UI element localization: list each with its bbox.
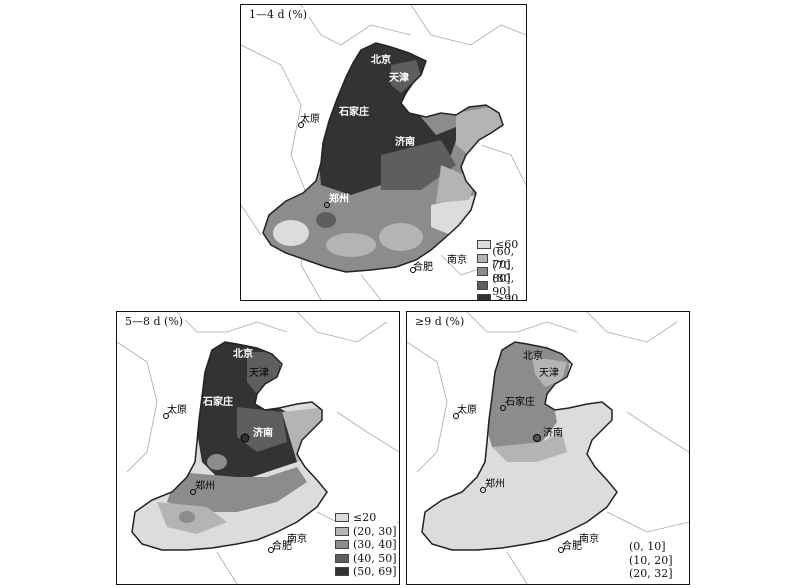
city-shijiazhuang: 石家庄 — [202, 395, 233, 408]
legend-item: (70, 80] — [477, 259, 526, 285]
legend-item: (20, 30] — [335, 525, 397, 539]
city-zhengzhou: 郑州 — [329, 192, 349, 205]
legend-item: (40, 50] — [335, 552, 397, 566]
map-panel-5-8d: 北京 天津 石家庄 太原 济南 郑州 南京 合肥 5—8 d (%) ≤20 (… — [116, 311, 400, 585]
city-zhengzhou: 郑州 — [485, 477, 505, 490]
legend-item: (50, 69] — [335, 565, 397, 579]
city-beijing: 北京 — [523, 349, 543, 362]
legend-item: (0, 10] — [629, 540, 666, 554]
city-taiyuan: 太原 — [457, 403, 477, 416]
legend-item: (30, 40] — [335, 538, 397, 552]
city-zhengzhou: 郑州 — [195, 479, 215, 492]
map-5-8d: 北京 天津 石家庄 太原 济南 郑州 南京 合肥 — [117, 312, 399, 584]
city-taiyuan: 太原 — [300, 112, 320, 125]
city-hefei: 合肥 — [413, 260, 433, 273]
legend-item: ≤20 — [335, 511, 397, 525]
legend-item: (20, 32] — [629, 567, 673, 581]
province-boundaries — [241, 5, 526, 300]
panel-title-5-8d: 5—8 d (%) — [123, 315, 186, 328]
city-taiyuan: 太原 — [167, 403, 187, 416]
legend-item: (10, 20] — [629, 553, 673, 567]
cities-1: 北京 天津 石家庄 太原 济南 郑州 南京 合肥 — [298, 53, 467, 273]
cities-2: 北京 天津 石家庄 太原 济南 郑州 南京 合肥 — [163, 347, 307, 553]
legend-5-8d: ≤20 (20, 30] (30, 40] (40, 50] (50, 69] — [335, 511, 397, 579]
map-1-4d: 北京 天津 石家庄 太原 济南 郑州 南京 合肥 — [241, 5, 526, 300]
legend-item: (60, 70] — [477, 245, 526, 271]
map-panel-1-4d: 北京 天津 石家庄 太原 济南 郑州 南京 合肥 1—4 d (%) ≤60 (… — [240, 4, 527, 301]
city-tianjin: 天津 — [539, 367, 559, 379]
legend-1-4d: ≤60 (60, 70] (70, 80] (80, 90] >90 — [477, 238, 526, 300]
city-nanjing: 南京 — [447, 253, 467, 266]
legend-item: ≤60 — [477, 238, 526, 252]
panel-title-9d: ≥9 d (%) — [413, 315, 467, 328]
city-tianjin: 天津 — [249, 367, 269, 379]
city-shijiazhuang: 石家庄 — [338, 105, 369, 118]
province-boundaries — [407, 312, 689, 584]
city-jinan: 济南 — [395, 135, 415, 148]
map-panel-9d: 北京 天津 石家庄 太原 济南 郑州 南京 合肥 ≥9 d (%) (0, 10… — [406, 311, 690, 585]
city-beijing: 北京 — [371, 53, 391, 66]
city-hefei: 合肥 — [272, 539, 292, 552]
city-beijing: 北京 — [233, 347, 253, 360]
legend-item: (80, 90] — [477, 272, 526, 298]
city-jinan: 济南 — [543, 426, 563, 439]
panel-title-1-4d: 1—4 d (%) — [247, 8, 310, 21]
legend-9d: (0, 10] (10, 20] (20, 32] — [629, 540, 673, 581]
city-hefei: 合肥 — [562, 539, 582, 552]
map-9d: 北京 天津 石家庄 太原 济南 郑州 南京 合肥 — [407, 312, 689, 584]
cities-3: 北京 天津 石家庄 太原 济南 郑州 南京 合肥 — [453, 349, 599, 553]
city-jinan: 济南 — [253, 426, 273, 439]
city-nanjing: 南京 — [579, 532, 599, 545]
legend-item: >90 — [477, 292, 526, 300]
city-tianjin: 天津 — [389, 71, 409, 84]
city-shijiazhuang: 石家庄 — [505, 395, 535, 408]
city-nanjing: 南京 — [287, 532, 307, 545]
